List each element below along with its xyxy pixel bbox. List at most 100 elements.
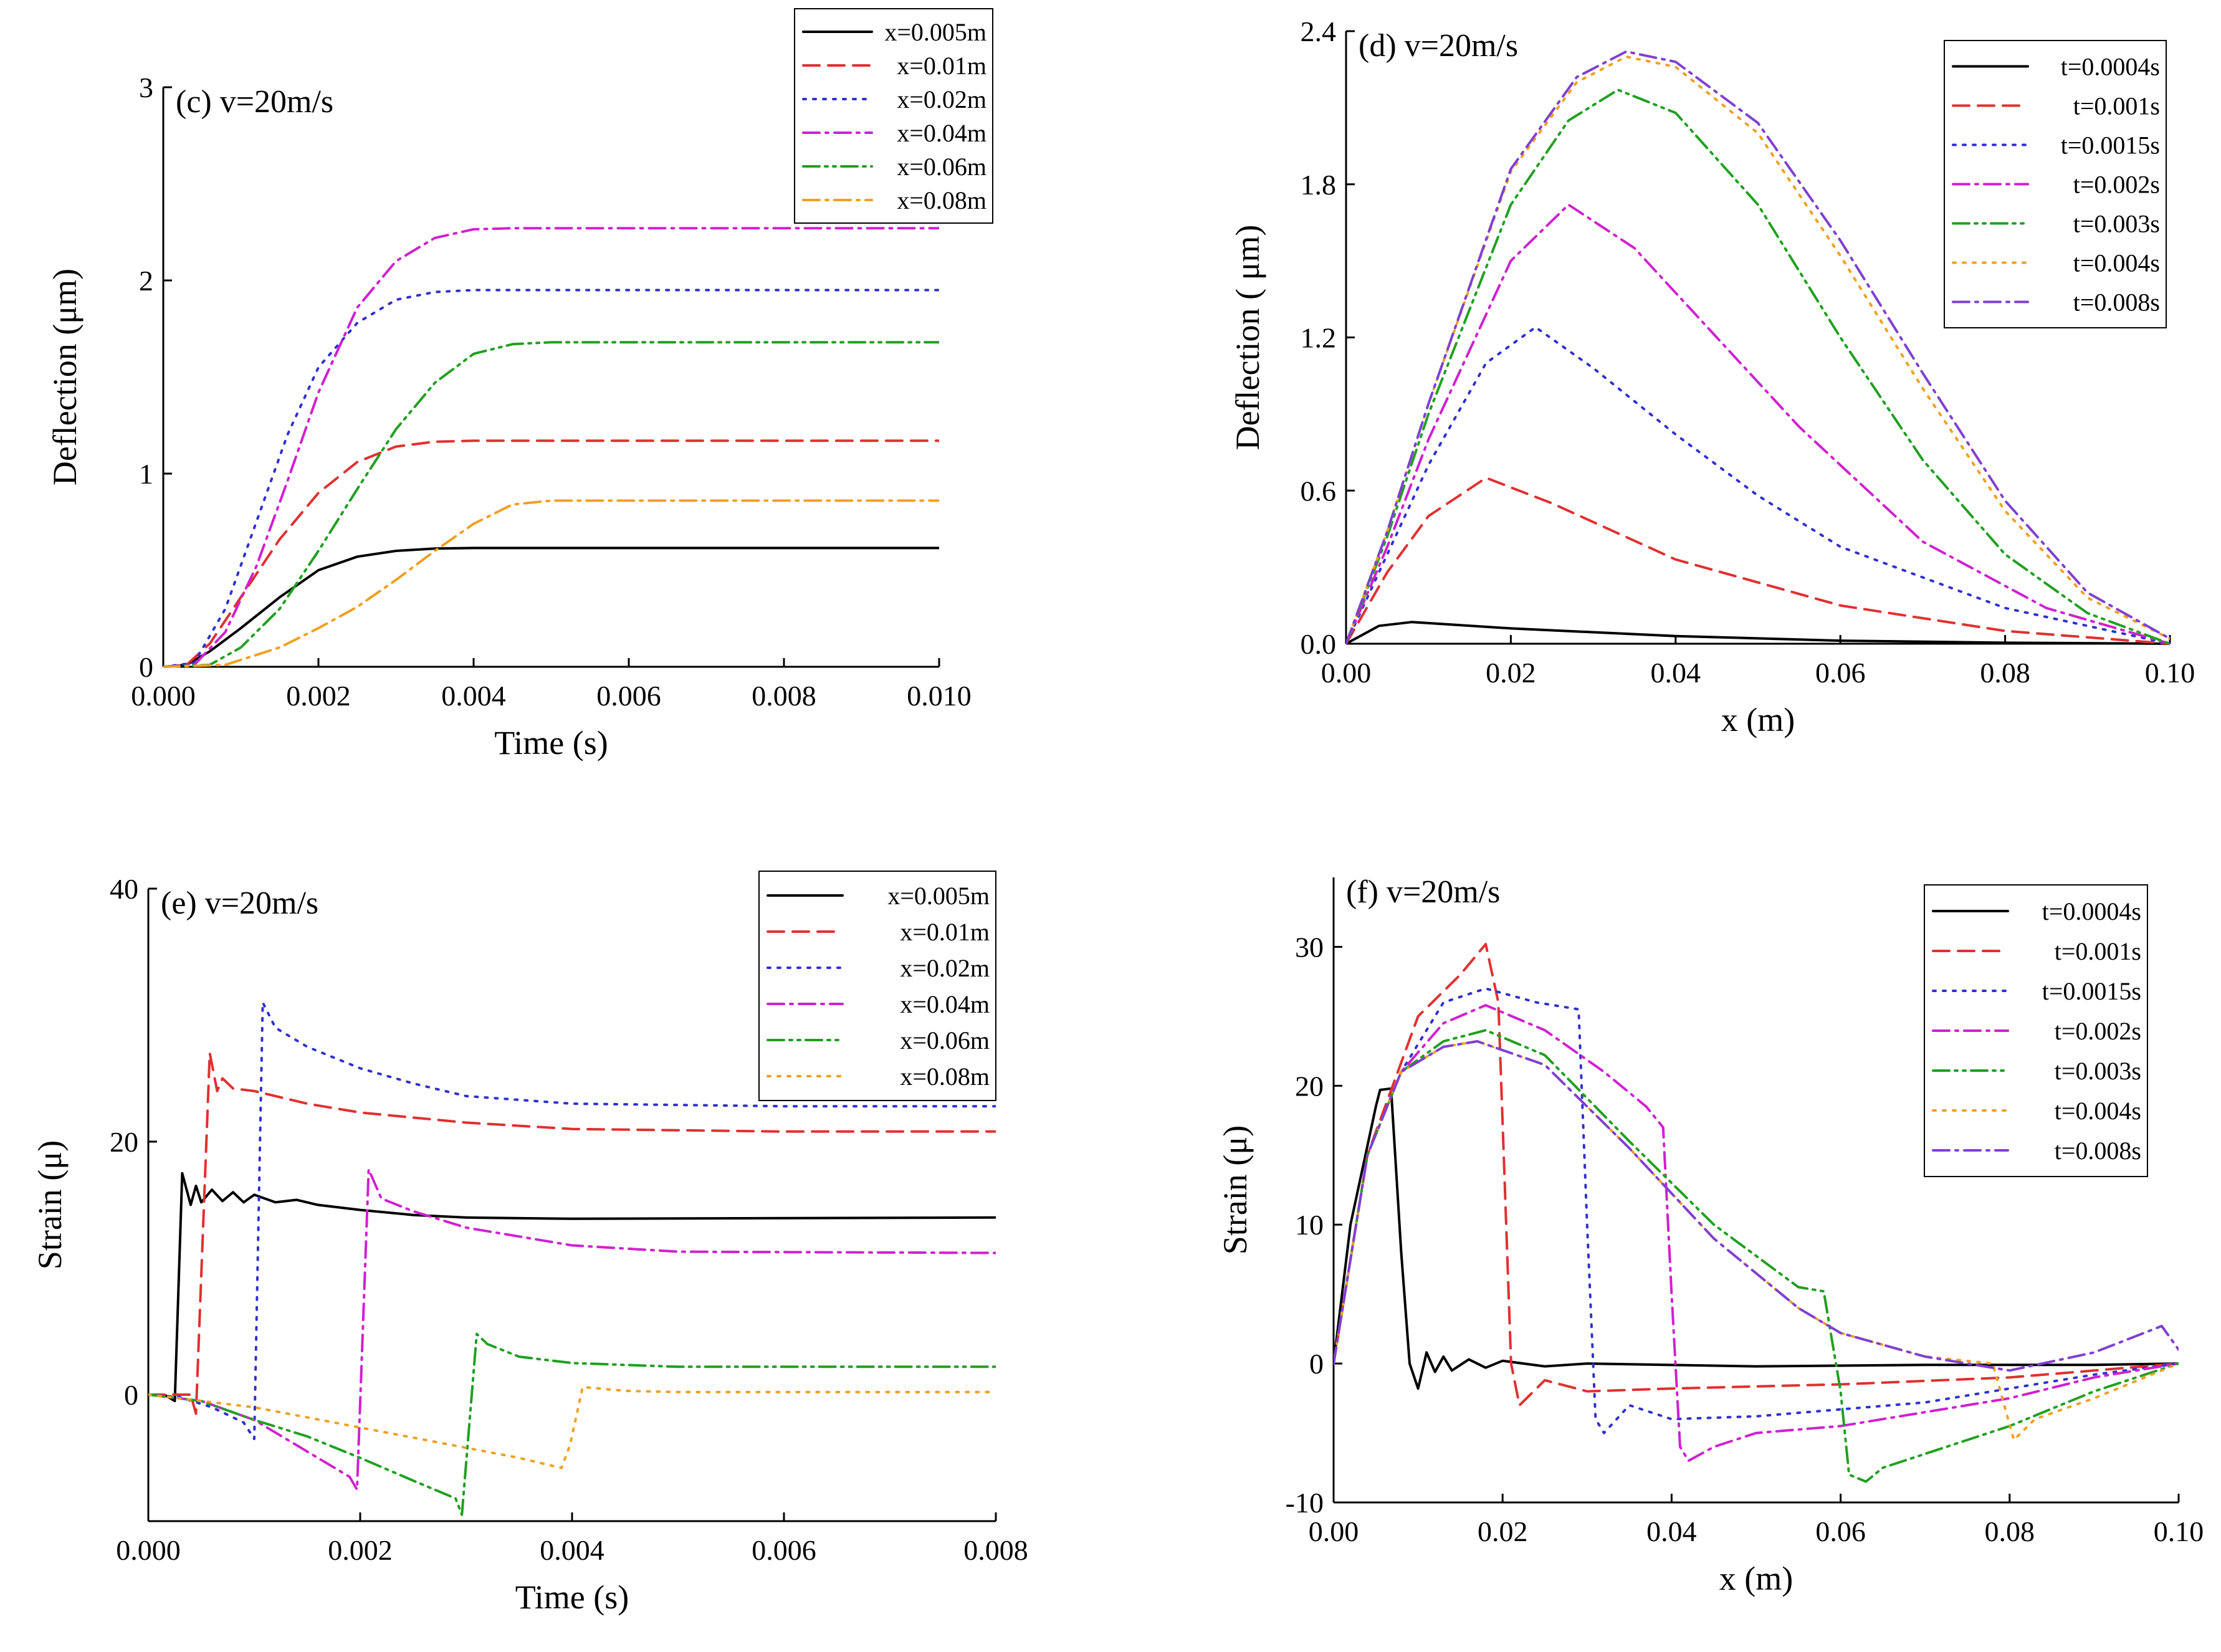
legend-label: t=0.008s bbox=[2055, 1137, 2141, 1165]
series-group bbox=[1334, 943, 2179, 1483]
legend-label: t=0.004s bbox=[2073, 249, 2160, 277]
legend: t=0.0004s t=0.001s t=0.0015s t=0.002s t=0.00… bbox=[1924, 884, 2148, 1177]
x-tick-label: 0.002 bbox=[328, 1534, 393, 1566]
x-tick-label: 0.04 bbox=[1651, 657, 1701, 689]
y-tick-label: 2.4 bbox=[1301, 16, 1337, 47]
series-line-x=0.02m bbox=[163, 289, 939, 668]
legend-label: t=0.008s bbox=[2073, 289, 2160, 317]
series-line-x=0.01m bbox=[148, 1051, 996, 1415]
y-tick-label: 1 bbox=[139, 458, 153, 490]
x-tick-label: 0.004 bbox=[441, 680, 506, 712]
x-tick-label: 0.004 bbox=[540, 1534, 604, 1566]
x-tick-label: 0.006 bbox=[596, 680, 661, 712]
series-line-x=0.04m bbox=[163, 227, 939, 668]
legend: x=0.005m x=0.01m x=0.02m x=0.04m x=0.06m x=0.… bbox=[758, 871, 996, 1101]
y-tick-label: 10 bbox=[1295, 1209, 1324, 1241]
x-tick-label: 0.08 bbox=[1980, 657, 2030, 689]
series-line-t=0.002s bbox=[1334, 1004, 2179, 1463]
y-tick-label: 0.6 bbox=[1301, 475, 1337, 507]
series-group bbox=[1346, 50, 2170, 645]
panel-e: 0.000 0.002 0.004 0.006 0.008 0 20 40 Time (s) St… bbox=[31, 871, 1028, 1616]
legend-box bbox=[758, 871, 996, 1101]
series-line-x=0.06m bbox=[148, 1332, 996, 1516]
legend-label: t=0.002s bbox=[2073, 171, 2160, 199]
y-tick-label: 40 bbox=[110, 873, 138, 905]
y-tick-label: 20 bbox=[1295, 1070, 1324, 1102]
legend-label: x=0.06m bbox=[897, 153, 986, 181]
y-tick-label: 2 bbox=[139, 265, 153, 297]
legend-label: t=0.0015s bbox=[2042, 977, 2141, 1005]
panel-title: (f) v=20m/s bbox=[1346, 874, 1500, 910]
legend-label: t=0.004s bbox=[2055, 1097, 2141, 1125]
x-axis-label: x (m) bbox=[1721, 701, 1795, 738]
y-axis-label: Strain (μ) bbox=[1216, 1125, 1254, 1254]
x-tick-label: 0.08 bbox=[1985, 1516, 2035, 1547]
legend-label: x=0.01m bbox=[900, 918, 990, 946]
y-tick-label: 1.2 bbox=[1301, 322, 1337, 354]
x-tick-label: 0.10 bbox=[2154, 1516, 2204, 1547]
legend-box bbox=[794, 8, 993, 224]
x-tick-label: 0.000 bbox=[131, 680, 196, 712]
legend-label: x=0.02m bbox=[897, 85, 986, 113]
series-line-t=0.001s bbox=[1334, 943, 2179, 1406]
series-line-t=0.002s bbox=[1346, 203, 2170, 645]
x-tick-label: 0.10 bbox=[2145, 657, 2195, 689]
legend-label: x=0.04m bbox=[900, 990, 990, 1018]
x-axis-label: x (m) bbox=[1719, 1560, 1793, 1597]
legend-label: t=0.0004s bbox=[2061, 53, 2160, 81]
legend-label: x=0.02m bbox=[900, 954, 990, 982]
y-tick-label: 3 bbox=[139, 72, 153, 103]
legend-label: x=0.01m bbox=[897, 52, 986, 80]
series-line-t=0.003s bbox=[1346, 88, 2170, 645]
y-axis-label: Deflection ( μm) bbox=[1229, 225, 1266, 451]
x-tick-label: 0.04 bbox=[1646, 1516, 1697, 1547]
series-line-t=0.003s bbox=[1334, 1029, 2179, 1483]
legend-label: x=0.005m bbox=[884, 18, 986, 46]
series-line-t=0.001s bbox=[1346, 476, 2170, 645]
panel-d: 0.00 0.02 0.04 0.06 0.08 0.10 0.0 0.6 1.2 1.8 2.4 x… bbox=[1229, 16, 2195, 738]
x-tick-label: 0.010 bbox=[907, 680, 972, 712]
x-tick-label: 0.000 bbox=[116, 1534, 181, 1566]
series-line-x=0.02m bbox=[148, 1001, 996, 1441]
x-tick-label: 0.008 bbox=[963, 1534, 1028, 1566]
y-tick-label: 0 bbox=[1309, 1348, 1324, 1380]
series-line-x=0.08m bbox=[163, 499, 939, 668]
x-tick-label: 0.06 bbox=[1815, 657, 1866, 689]
series-line-x=0.01m bbox=[163, 439, 939, 668]
legend-label: t=0.0004s bbox=[2042, 897, 2141, 925]
panel-title: (e) v=20m/s bbox=[161, 886, 318, 921]
panel-f: 0.00 0.02 0.04 0.06 0.08 0.10 -10 0 10 20 30 x (m) S… bbox=[1216, 874, 2204, 1597]
legend-label: x=0.08m bbox=[900, 1062, 990, 1091]
series-line-t=0.008s bbox=[1334, 1040, 2179, 1372]
x-axis-label: Time (s) bbox=[494, 724, 608, 762]
series-group bbox=[148, 1001, 996, 1516]
series-line-t=0.0015s bbox=[1346, 326, 2170, 645]
legend-label: x=0.04m bbox=[897, 119, 986, 147]
legend: x=0.005m x=0.01m x=0.02m x=0.04m x=0.06m x=0.… bbox=[794, 8, 993, 224]
legend-box bbox=[1944, 40, 2167, 328]
x-tick-label: 0.002 bbox=[286, 680, 351, 712]
x-tick-label: 0.02 bbox=[1478, 1516, 1528, 1547]
legend-label: x=0.06m bbox=[900, 1026, 990, 1054]
y-tick-label: 20 bbox=[110, 1126, 138, 1158]
x-axis-label: Time (s) bbox=[515, 1578, 629, 1616]
x-tick-label: 0.02 bbox=[1486, 657, 1536, 689]
x-tick-label: 0.00 bbox=[1309, 1516, 1359, 1547]
x-tick-label: 0.00 bbox=[1321, 657, 1372, 689]
legend-label: t=0.001s bbox=[2073, 92, 2160, 120]
panel-title: (c) v=20m/s bbox=[176, 84, 333, 120]
panel-c: 0.000 0.002 0.004 0.006 0.008 0.010 0 1 2 3 Time (… bbox=[46, 8, 993, 762]
y-tick-label: 30 bbox=[1295, 931, 1324, 963]
legend-label: t=0.001s bbox=[2055, 937, 2141, 965]
series-line-t=0.008s bbox=[1346, 50, 2170, 645]
y-tick-label: 0 bbox=[124, 1379, 138, 1411]
y-tick-label: -10 bbox=[1286, 1487, 1324, 1519]
y-tick-label: 1.8 bbox=[1301, 169, 1337, 201]
legend: t=0.0004s t=0.001s t=0.0015s t=0.002s t=0.00… bbox=[1944, 40, 2167, 328]
legend-label: x=0.005m bbox=[887, 882, 990, 910]
series-group bbox=[163, 227, 939, 668]
x-tick-label: 0.06 bbox=[1815, 1516, 1866, 1547]
y-axis-label: Strain (μ) bbox=[31, 1140, 69, 1269]
x-tick-label: 0.008 bbox=[752, 680, 816, 712]
